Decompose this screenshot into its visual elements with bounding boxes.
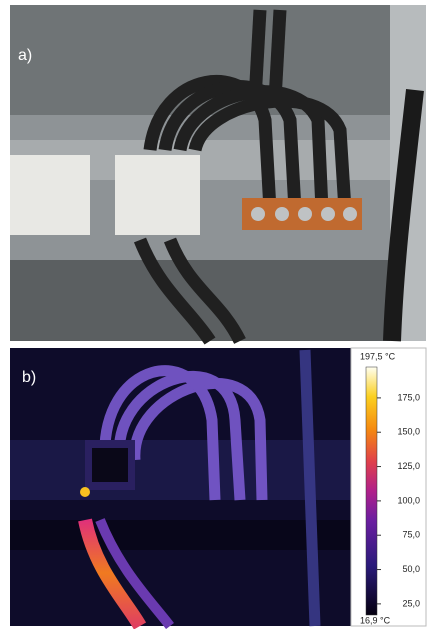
colorbar-tick-label: 25,0 <box>402 598 420 608</box>
colorbar-max-label: 197,5 °C <box>360 351 396 361</box>
photo: a) <box>10 5 426 341</box>
colorbar-gradient <box>366 367 377 615</box>
colorbar-min-label: 16,9 °C <box>360 615 391 625</box>
colorbar-tick-label: 175,0 <box>397 392 420 402</box>
colorbar-tick-label: 100,0 <box>397 495 420 505</box>
figure: a) b) 197,5 °C 16,9 °C 175,0 150,0 125,0 100,… <box>0 0 435 629</box>
panel-label: a) <box>18 47 32 64</box>
colorbar-tick-label: 75,0 <box>402 530 420 540</box>
colorbar-tick-label: 150,0 <box>397 427 420 437</box>
colorbar-tick-label: 125,0 <box>397 461 420 471</box>
panel-label: b) <box>22 369 36 386</box>
colorbar: 197,5 °C 16,9 °C 175,0 150,0 125,0 100,0 75,0 5… <box>351 348 426 626</box>
thermal-image: b) <box>10 348 351 626</box>
colorbar-tick-label: 50,0 <box>402 564 420 574</box>
